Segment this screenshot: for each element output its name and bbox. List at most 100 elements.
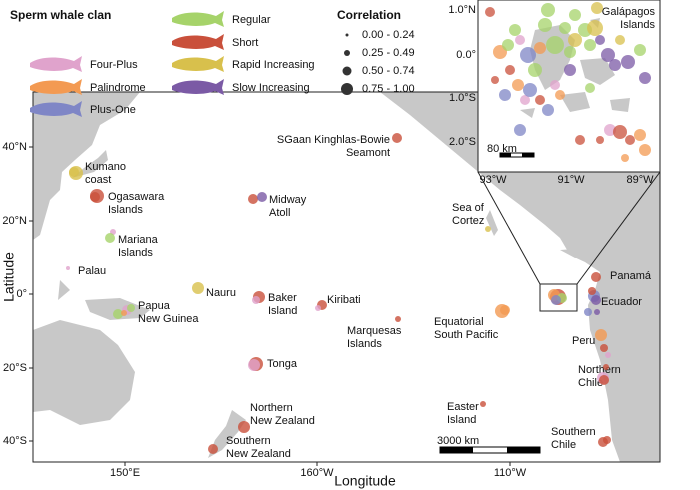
- zoom-line: [477, 171, 541, 285]
- place-label: Peru: [572, 335, 595, 347]
- inset-title: Islands: [620, 19, 655, 31]
- encounter: [252, 296, 260, 304]
- inset-encounter: [568, 33, 582, 47]
- place-label: Ogasawara: [108, 191, 165, 203]
- encounter: [591, 272, 601, 282]
- inset-encounter: [587, 20, 603, 36]
- inset-lat-tick-label: 2.0°S: [449, 136, 476, 148]
- encounter: [595, 329, 607, 341]
- legend-label: Plus-One: [90, 104, 136, 116]
- place-label: Seamont: [346, 147, 390, 159]
- place-label: Chile: [578, 377, 603, 389]
- inset-encounter: [515, 35, 525, 45]
- place-label: New Zealand: [226, 448, 291, 460]
- inset-encounter: [512, 79, 524, 91]
- place-label: Papua: [138, 300, 171, 312]
- zoom-line: [576, 171, 661, 285]
- inset-encounter: [621, 55, 635, 69]
- encounter: [584, 308, 592, 316]
- place-label: Northern: [250, 402, 293, 414]
- encounter: [588, 287, 596, 295]
- place-label: SGaan Kinghlas-Bowie: [277, 134, 390, 146]
- inset-scale-label: 80 km: [487, 143, 517, 155]
- size-key: [341, 83, 353, 95]
- lon-tick-label: 160°W: [300, 467, 334, 479]
- inset-encounter: [514, 124, 526, 136]
- inset-encounter: [520, 95, 530, 105]
- whale-icon: [172, 79, 224, 95]
- place-label: Palau: [78, 265, 106, 277]
- encounter: [127, 304, 135, 312]
- encounter: [500, 305, 510, 315]
- x-axis-label: Longitude: [334, 473, 396, 489]
- legend-label: 0.00 - 0.24: [362, 29, 415, 41]
- legend-label: Rapid Increasing: [232, 59, 315, 71]
- legend-label: Regular: [232, 14, 271, 26]
- place-label: Mariana: [118, 234, 159, 246]
- inset-encounter: [613, 125, 627, 139]
- lon-tick-label: 110°W: [494, 467, 527, 479]
- place-label: Southern: [551, 426, 596, 438]
- encounter: [113, 309, 123, 319]
- inset-encounter: [541, 3, 555, 17]
- place-label: coast: [85, 174, 111, 186]
- place-label: Tonga: [267, 358, 298, 370]
- inset-encounter: [634, 44, 646, 56]
- inset-encounter: [534, 42, 546, 54]
- encounter: [121, 310, 127, 316]
- inset-lat-tick-label: 0.0°: [456, 49, 476, 61]
- inset-encounter: [625, 135, 635, 145]
- place-label: Equatorial: [434, 316, 484, 328]
- inset-encounter: [509, 24, 521, 36]
- inset-lat-tick-label: 1.0°S: [449, 92, 476, 104]
- encounter: [238, 421, 250, 433]
- legend-title: Sperm whale clan: [10, 8, 111, 22]
- encounter: [485, 226, 491, 232]
- scale-label: 3000 km: [437, 435, 479, 447]
- inset-encounter: [559, 22, 571, 34]
- encounter: [257, 192, 267, 202]
- inset-encounter: [615, 35, 625, 45]
- encounter: [600, 344, 608, 352]
- inset-encounter: [584, 39, 596, 51]
- place-label: Northern: [578, 364, 621, 376]
- inset-encounter: [634, 129, 646, 141]
- inset-title: Galápagos: [602, 6, 656, 18]
- inset-encounter: [550, 80, 560, 90]
- encounter: [603, 436, 611, 444]
- place-label: Midway: [269, 194, 307, 206]
- place-label: New Guinea: [138, 313, 199, 325]
- legend-label: 0.75 - 1.00: [362, 83, 415, 95]
- place-label: Islands: [347, 338, 382, 350]
- inset-lon-tick-label: 91°W: [557, 174, 585, 186]
- encounter: [66, 266, 70, 270]
- inset-encounter: [595, 35, 605, 45]
- place-label: Panamá: [610, 270, 652, 282]
- encounter: [208, 444, 218, 454]
- lat-tick-label: 0°: [16, 288, 27, 300]
- place-label: New Zealand: [250, 415, 315, 427]
- legend-title: Correlation: [337, 8, 401, 22]
- inset-encounter: [555, 90, 565, 100]
- whale-icon: [30, 101, 82, 117]
- place-label: Kiribati: [327, 294, 361, 306]
- inset-encounter: [569, 9, 581, 21]
- inset-encounter: [601, 48, 615, 62]
- place-label: Island: [268, 305, 297, 317]
- place-label: Nauru: [206, 287, 236, 299]
- lat-tick-label: 40°N: [2, 141, 27, 153]
- encounter: [392, 133, 402, 143]
- inset-encounter: [542, 104, 554, 116]
- place-label: Islands: [118, 247, 153, 259]
- inset-encounter: [604, 124, 616, 136]
- whale-icon: [30, 56, 82, 72]
- whale-icon: [30, 79, 82, 95]
- inset-lat-tick-label: 1.0°N: [448, 4, 476, 16]
- place-label: Marquesas: [347, 325, 402, 337]
- legend-label: Short: [232, 37, 258, 49]
- inset-lon-tick-label: 89°W: [626, 174, 654, 186]
- encounter: [315, 305, 321, 311]
- inset-scale-bar: [499, 152, 535, 158]
- encounter: [605, 352, 611, 358]
